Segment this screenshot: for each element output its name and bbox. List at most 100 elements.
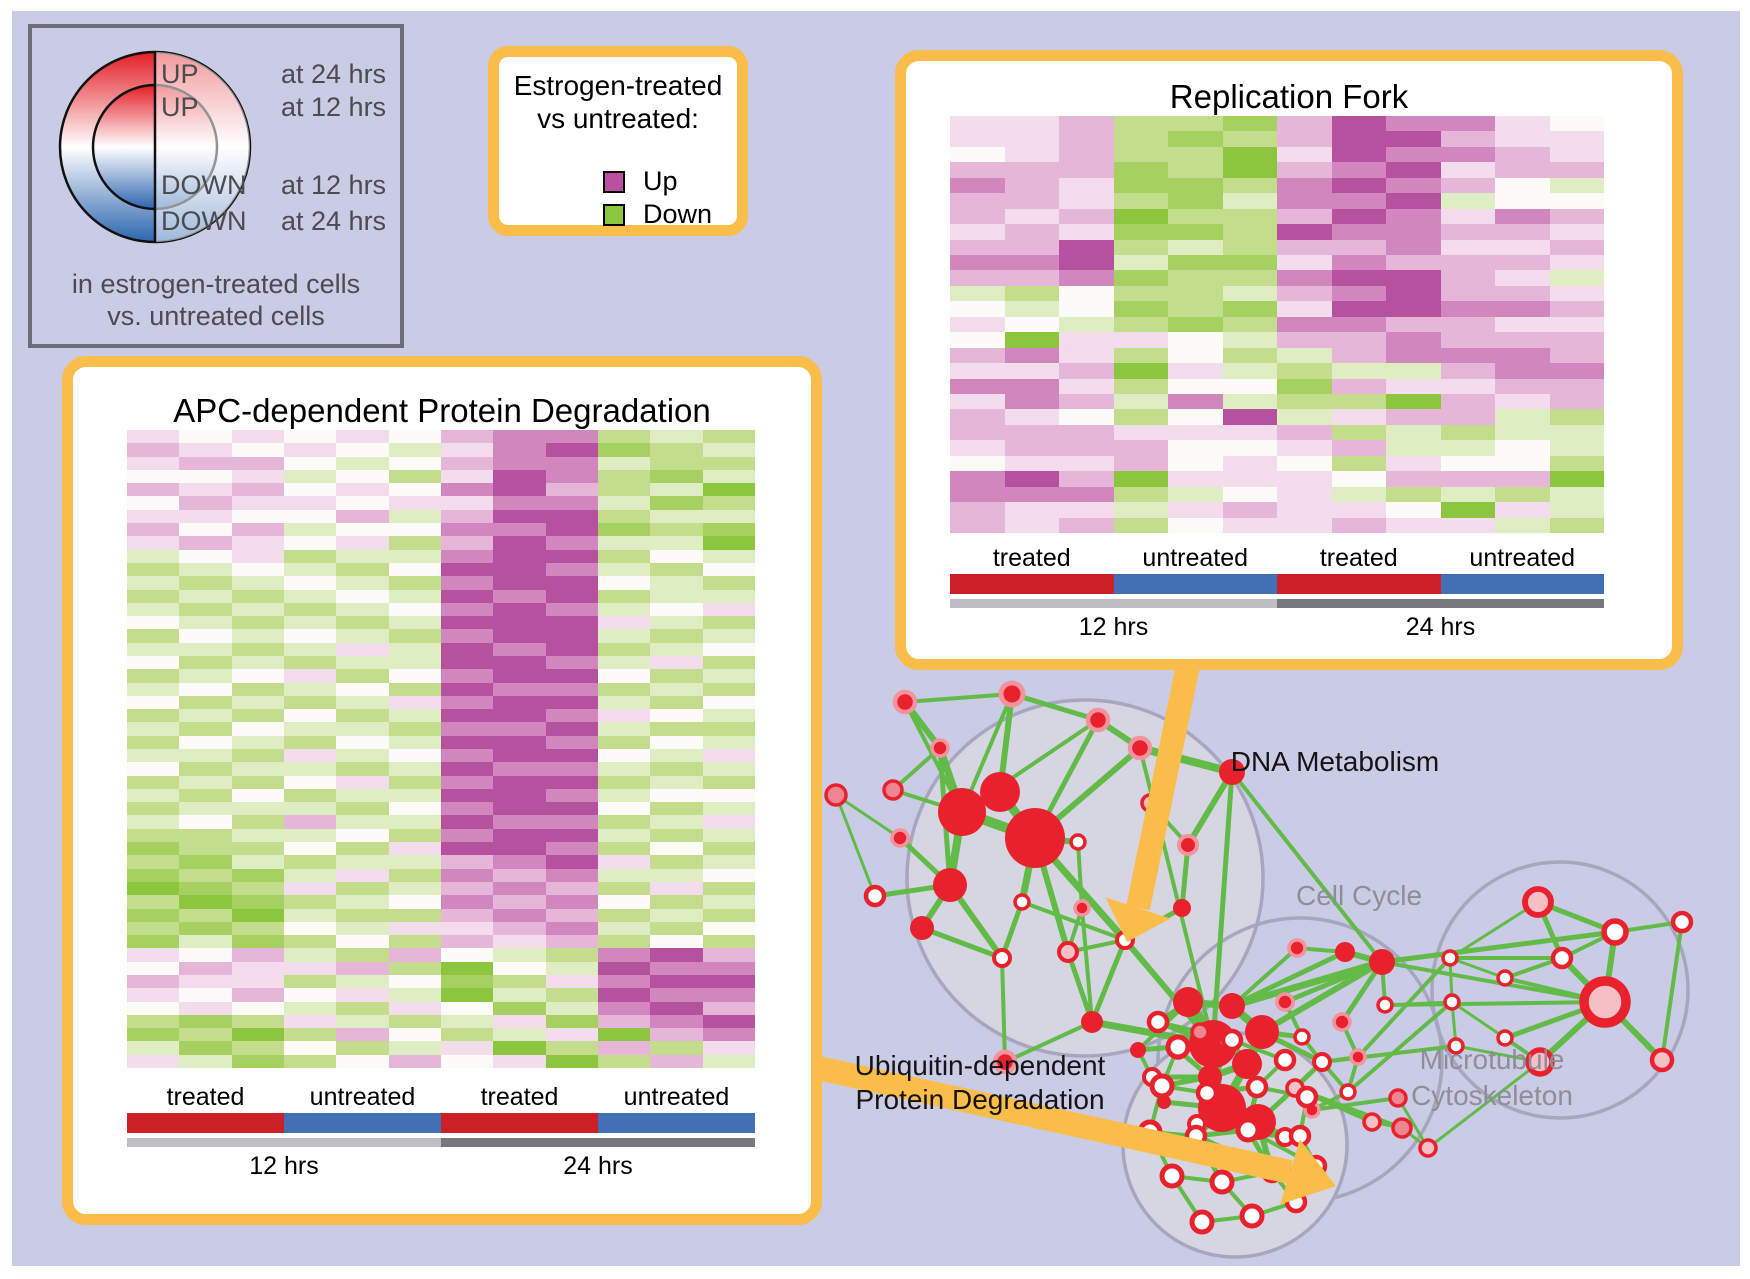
heatmap-cell bbox=[597, 589, 651, 603]
heatmap-cell bbox=[493, 735, 546, 749]
heatmap-cell bbox=[545, 430, 598, 444]
heatmap-cell bbox=[179, 695, 232, 710]
heatmap-cell bbox=[1549, 394, 1604, 410]
time-labels: 12 hrs 24 hrs bbox=[127, 1152, 755, 1184]
heatmap-cell bbox=[1113, 270, 1168, 286]
heatmap-cell bbox=[336, 709, 389, 723]
heatmap-cell bbox=[388, 948, 441, 962]
heatmap-cell bbox=[231, 695, 284, 710]
color-key-box: Estrogen-treated vs untreated: Up Down bbox=[488, 46, 748, 236]
heatmap-cell bbox=[179, 669, 232, 683]
heatmap-cell bbox=[702, 536, 755, 550]
heatmap-cell bbox=[545, 589, 598, 603]
heatmap-cell bbox=[127, 908, 180, 922]
heatmap-cell bbox=[283, 775, 337, 789]
heatmap-cell bbox=[1059, 486, 1114, 503]
heatmap-cell bbox=[231, 895, 284, 909]
heatmap-cell bbox=[440, 842, 494, 856]
heatmap-cell bbox=[950, 502, 1005, 518]
heatmap-cell bbox=[440, 443, 494, 457]
ring-fade-right-half bbox=[155, 52, 250, 242]
treatment-bar-segment bbox=[284, 1113, 441, 1133]
heatmap-cell bbox=[1222, 363, 1277, 379]
heatmap-cell bbox=[127, 935, 180, 949]
heatmap-cell bbox=[597, 536, 651, 550]
time-label: 12 hrs bbox=[1078, 613, 1149, 641]
heatmap-cell bbox=[1168, 116, 1223, 132]
flow-arrow-shaft-apc-to-ubiquitin-degradation bbox=[815, 1056, 1293, 1184]
heatmap-cell bbox=[545, 469, 598, 484]
heatmap-cell bbox=[1331, 455, 1386, 472]
heatmap-cell bbox=[702, 1014, 755, 1029]
heatmap-cell bbox=[1168, 394, 1223, 410]
network-edge bbox=[834, 793, 902, 840]
heatmap-cell bbox=[702, 469, 755, 484]
heatmap-cell bbox=[1222, 316, 1277, 333]
heatmap-cell bbox=[702, 616, 755, 630]
heatmap-cell bbox=[1168, 332, 1223, 348]
panel-replication-fork: Replication Fork treated untreated treated… bbox=[895, 50, 1683, 670]
heatmap-cell bbox=[545, 523, 598, 537]
heatmap-cell bbox=[1059, 517, 1114, 533]
heatmap-cell bbox=[1059, 285, 1114, 302]
heatmap-cell bbox=[283, 469, 337, 484]
heatmap-cell bbox=[650, 881, 703, 896]
heatmap-cell bbox=[179, 549, 232, 563]
heatmap-cell bbox=[597, 988, 651, 1002]
heatmap-cell bbox=[1277, 224, 1332, 240]
heatmap-cell bbox=[127, 868, 180, 882]
heatmap-cell bbox=[283, 576, 337, 590]
heatmap-cell bbox=[493, 682, 546, 696]
network-node bbox=[1295, 1085, 1319, 1109]
heatmap-cell bbox=[127, 509, 180, 524]
heatmap-cell bbox=[493, 948, 546, 962]
group-label: treated bbox=[1319, 544, 1398, 572]
heatmap-cell bbox=[1331, 131, 1386, 147]
heatmap-cell bbox=[702, 669, 755, 683]
heatmap-cell bbox=[1386, 378, 1441, 394]
heatmap-cell bbox=[336, 1014, 389, 1029]
heatmap-cell bbox=[950, 424, 1005, 441]
network-node bbox=[1013, 893, 1031, 911]
heatmap-cell bbox=[127, 1028, 180, 1042]
network-node bbox=[1069, 833, 1087, 851]
heatmap-cell bbox=[1004, 378, 1059, 394]
heatmap-cell bbox=[545, 935, 598, 949]
heatmap-cell bbox=[179, 576, 232, 590]
heatmap-cell bbox=[493, 655, 546, 670]
heatmap-cell bbox=[231, 602, 284, 617]
heatmap-cell bbox=[702, 1054, 755, 1068]
heatmap-cell bbox=[650, 616, 703, 630]
heatmap-cell bbox=[179, 642, 232, 656]
heatmap-cell bbox=[1331, 193, 1386, 209]
heatmap-cell bbox=[388, 749, 441, 763]
heatmap-cell bbox=[388, 629, 441, 643]
heatmap-cell bbox=[127, 735, 180, 749]
heatmap-cell bbox=[1113, 131, 1168, 147]
heatmap-cell bbox=[1004, 347, 1059, 364]
heatmap-cell bbox=[1059, 471, 1114, 487]
network-node bbox=[1189, 1209, 1215, 1235]
heatmap-cell bbox=[545, 895, 598, 909]
heatmap-cell bbox=[127, 842, 180, 856]
heatmap-cell bbox=[179, 722, 232, 736]
heatmap-cell bbox=[1004, 193, 1059, 209]
ring-label-direction: UP bbox=[161, 92, 199, 122]
heatmap-cell bbox=[231, 935, 284, 949]
heatmap-cell bbox=[388, 589, 441, 603]
network-node bbox=[1209, 1169, 1235, 1195]
network-node bbox=[1173, 899, 1191, 917]
heatmap-cell bbox=[231, 762, 284, 776]
heatmap-cell bbox=[1168, 162, 1223, 178]
network-node bbox=[1579, 976, 1631, 1028]
heatmap-cell bbox=[127, 682, 180, 696]
heatmap-cell bbox=[231, 842, 284, 856]
cluster-circle-microtubule-cytoskeleton bbox=[1430, 860, 1690, 1120]
heatmap-cell bbox=[388, 1001, 441, 1015]
heatmap-cell bbox=[1495, 347, 1550, 364]
heatmap-cell bbox=[336, 1054, 389, 1068]
heatmap-cell bbox=[127, 523, 180, 537]
heatmap-cell bbox=[650, 576, 703, 590]
heatmap-cell bbox=[597, 948, 651, 962]
heatmap-cell bbox=[1549, 316, 1604, 333]
